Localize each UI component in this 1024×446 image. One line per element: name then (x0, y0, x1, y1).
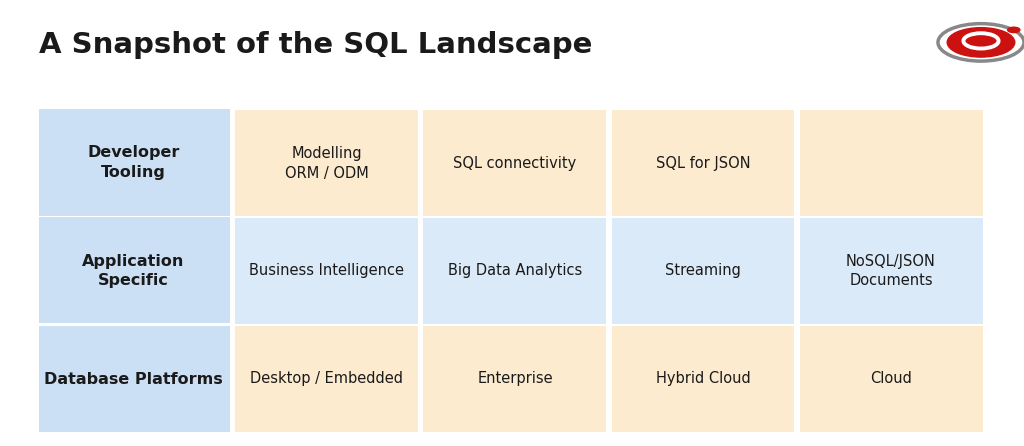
Text: Desktop / Embedded: Desktop / Embedded (251, 371, 403, 386)
Bar (424, 218, 606, 324)
Bar (424, 110, 606, 216)
Text: Database Platforms: Database Platforms (44, 372, 222, 387)
Text: Application
Specific: Application Specific (82, 253, 184, 289)
Bar (39, 109, 230, 216)
Text: Streaming: Streaming (665, 264, 741, 278)
Text: A Snapshot of the SQL Landscape: A Snapshot of the SQL Landscape (39, 31, 592, 59)
Bar (611, 110, 795, 216)
Text: Big Data Analytics: Big Data Analytics (447, 264, 582, 278)
Text: NoSQL/JSON
Documents: NoSQL/JSON Documents (846, 253, 936, 289)
Circle shape (1008, 27, 1020, 33)
Bar (236, 326, 419, 432)
Bar (800, 326, 983, 432)
Bar (611, 326, 795, 432)
Bar (800, 218, 983, 324)
Text: Cloud: Cloud (870, 371, 912, 386)
Text: SQL for JSON: SQL for JSON (655, 156, 751, 171)
Bar (424, 326, 606, 432)
Bar (236, 218, 419, 324)
Text: Developer
Tooling: Developer Tooling (87, 145, 179, 180)
Text: SQL connectivity: SQL connectivity (454, 156, 577, 171)
Bar (611, 218, 795, 324)
Text: Modelling
ORM / ODM: Modelling ORM / ODM (285, 146, 369, 181)
Bar (39, 217, 230, 322)
Text: Business Intelligence: Business Intelligence (250, 264, 404, 278)
Text: Enterprise: Enterprise (477, 371, 553, 386)
Bar (800, 110, 983, 216)
Circle shape (947, 28, 1015, 57)
Text: Hybrid Cloud: Hybrid Cloud (655, 371, 751, 386)
Bar (39, 326, 230, 432)
Bar (236, 110, 419, 216)
